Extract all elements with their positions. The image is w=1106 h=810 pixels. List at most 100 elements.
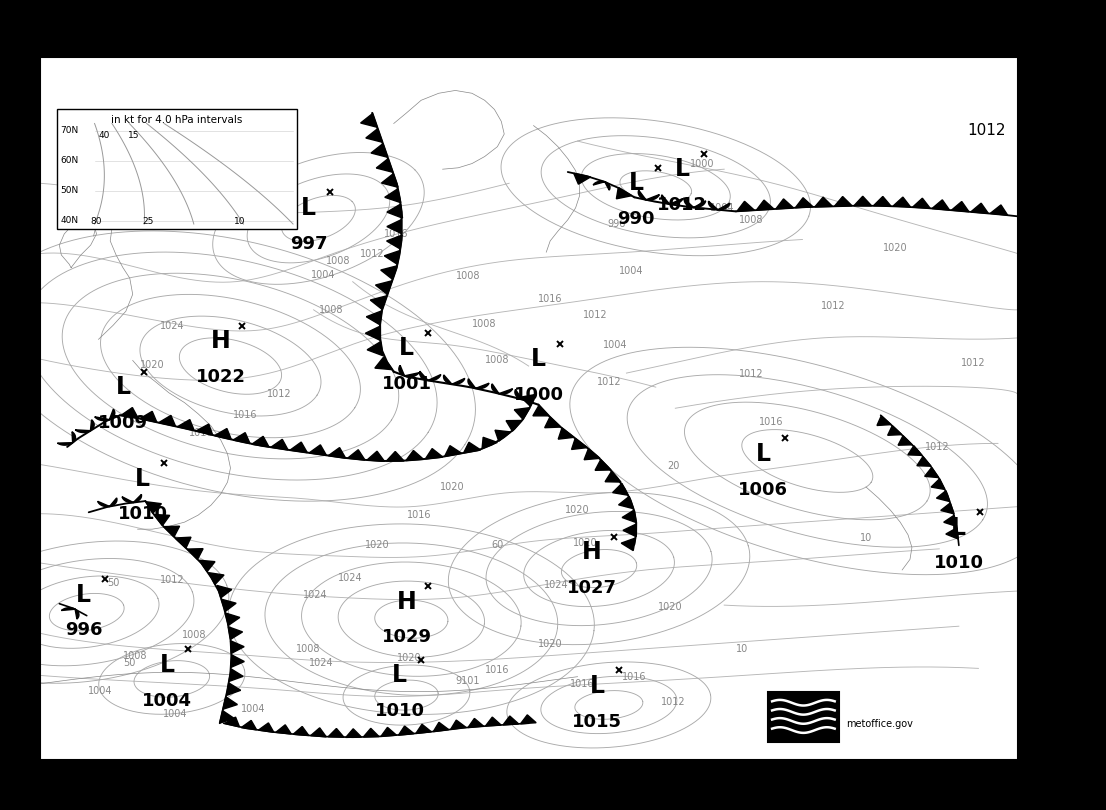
- Polygon shape: [328, 448, 345, 458]
- Polygon shape: [229, 669, 243, 681]
- Text: 1004: 1004: [710, 202, 734, 213]
- Polygon shape: [834, 197, 852, 207]
- Text: 15: 15: [128, 130, 139, 139]
- Polygon shape: [58, 432, 75, 446]
- Text: 1020: 1020: [883, 243, 908, 253]
- Polygon shape: [175, 537, 191, 548]
- Polygon shape: [468, 718, 483, 727]
- Polygon shape: [290, 442, 307, 453]
- Polygon shape: [310, 445, 326, 455]
- Polygon shape: [874, 197, 891, 207]
- Polygon shape: [382, 173, 398, 187]
- Text: 1012: 1012: [583, 310, 607, 321]
- Text: 996: 996: [65, 621, 103, 639]
- Text: 1024: 1024: [544, 581, 568, 590]
- Text: 1008: 1008: [486, 356, 510, 365]
- Text: 25: 25: [143, 217, 154, 226]
- Text: L: L: [301, 196, 316, 220]
- Polygon shape: [366, 129, 383, 143]
- Polygon shape: [380, 266, 397, 279]
- Text: H: H: [397, 590, 416, 614]
- Polygon shape: [593, 181, 611, 190]
- Text: 1008: 1008: [456, 271, 480, 281]
- Text: 1006: 1006: [739, 480, 789, 499]
- Polygon shape: [154, 514, 169, 526]
- Text: 1020: 1020: [365, 540, 389, 550]
- Text: 40: 40: [98, 130, 109, 139]
- Polygon shape: [121, 407, 138, 418]
- Text: 1008: 1008: [472, 319, 497, 329]
- Polygon shape: [638, 190, 659, 200]
- Polygon shape: [199, 561, 215, 572]
- Text: 1008: 1008: [124, 650, 148, 661]
- Polygon shape: [450, 720, 466, 729]
- Polygon shape: [271, 439, 288, 450]
- Text: 10: 10: [859, 533, 873, 544]
- Polygon shape: [399, 365, 419, 377]
- Polygon shape: [217, 586, 232, 598]
- Text: 1004: 1004: [163, 709, 187, 719]
- Polygon shape: [622, 510, 636, 522]
- Text: 1024: 1024: [303, 590, 327, 599]
- Text: 1001: 1001: [382, 375, 431, 393]
- Text: L: L: [115, 375, 131, 399]
- Polygon shape: [387, 204, 403, 218]
- Text: 10: 10: [233, 217, 246, 226]
- Text: 80: 80: [91, 217, 102, 226]
- Text: 1010: 1010: [375, 702, 425, 720]
- Polygon shape: [75, 420, 94, 433]
- Bar: [769, 692, 838, 742]
- Text: 1008: 1008: [182, 629, 207, 640]
- Text: 20: 20: [667, 461, 679, 471]
- Polygon shape: [622, 538, 636, 551]
- Polygon shape: [365, 326, 380, 340]
- Text: 1022: 1022: [196, 369, 246, 386]
- Text: 1024: 1024: [309, 658, 334, 667]
- Polygon shape: [613, 484, 628, 495]
- Polygon shape: [159, 416, 176, 426]
- Polygon shape: [623, 524, 636, 537]
- Polygon shape: [491, 384, 512, 394]
- Polygon shape: [376, 281, 393, 294]
- Polygon shape: [951, 202, 969, 211]
- Polygon shape: [468, 379, 489, 389]
- Text: 1015: 1015: [572, 713, 622, 731]
- Polygon shape: [444, 375, 465, 385]
- Text: 996: 996: [607, 219, 626, 229]
- Polygon shape: [605, 471, 620, 482]
- Polygon shape: [209, 573, 225, 584]
- Polygon shape: [225, 717, 240, 727]
- Text: L: L: [399, 336, 414, 360]
- Text: 990: 990: [617, 210, 655, 228]
- Text: 1012: 1012: [359, 249, 385, 258]
- Polygon shape: [990, 205, 1008, 215]
- Text: H: H: [211, 330, 230, 353]
- Polygon shape: [231, 654, 244, 667]
- Text: metoffice.gov: metoffice.gov: [846, 719, 914, 730]
- Text: 1024: 1024: [338, 573, 363, 583]
- Polygon shape: [898, 436, 912, 446]
- Polygon shape: [384, 250, 400, 264]
- Text: 1012: 1012: [961, 357, 985, 368]
- Polygon shape: [917, 457, 931, 467]
- Text: 1020: 1020: [440, 482, 465, 492]
- Polygon shape: [486, 717, 501, 726]
- Polygon shape: [293, 727, 309, 735]
- Polygon shape: [533, 405, 549, 416]
- Polygon shape: [122, 494, 142, 502]
- Polygon shape: [925, 467, 939, 478]
- Polygon shape: [275, 725, 291, 734]
- Text: L: L: [675, 157, 690, 181]
- Text: in kt for 4.0 hPa intervals: in kt for 4.0 hPa intervals: [112, 115, 243, 125]
- Polygon shape: [366, 311, 382, 325]
- Text: 60N: 60N: [61, 156, 79, 165]
- Polygon shape: [220, 710, 234, 723]
- Text: 1016: 1016: [538, 294, 563, 305]
- Polygon shape: [661, 195, 682, 204]
- Text: 1020: 1020: [397, 653, 421, 663]
- Text: 50: 50: [107, 578, 119, 587]
- Text: 1016: 1016: [486, 665, 510, 675]
- Polygon shape: [463, 442, 481, 453]
- Polygon shape: [187, 548, 204, 560]
- Polygon shape: [371, 296, 387, 309]
